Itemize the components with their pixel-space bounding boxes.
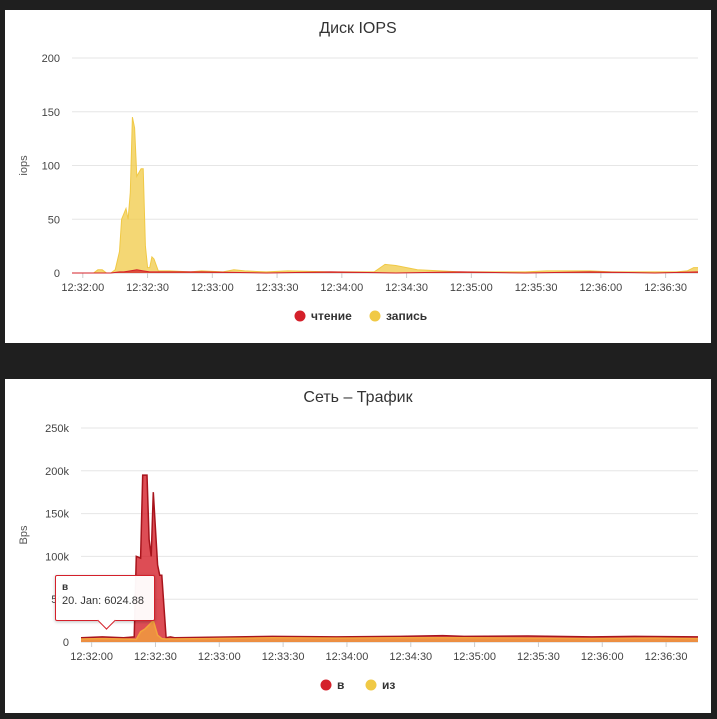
x-tick-label: 12:35:30 xyxy=(515,282,558,294)
x-tick-label: 12:32:30 xyxy=(126,282,169,294)
series-area-2 xyxy=(72,117,698,273)
x-tick-label: 12:33:00 xyxy=(191,282,234,294)
y-tick-label: 100k xyxy=(45,551,69,563)
series-line-2 xyxy=(72,117,698,273)
y-tick-label: 150 xyxy=(42,107,60,119)
data-tooltip: в 20. Jan: 6024.88 xyxy=(55,575,155,621)
x-tick-label: 12:33:00 xyxy=(198,651,241,663)
disk-iops-chart: Диск IOPS iops 0 50 100 150 200 12:32:00 12:32:3… xyxy=(5,10,711,343)
y-tick-label: 250k xyxy=(45,423,69,435)
network-traffic-panel: Сеть – ТрафикBps050k100k150k200k250k12:3… xyxy=(5,379,711,713)
x-tick-label: 12:36:00 xyxy=(579,282,622,294)
x-tick-label: 12:34:00 xyxy=(326,651,369,663)
legend-marker[interactable] xyxy=(295,311,306,322)
x-tick-label: 12:36:00 xyxy=(581,651,624,663)
x-tick-label: 12:35:30 xyxy=(517,651,560,663)
legend-item-label[interactable]: из xyxy=(382,678,395,692)
chart-title: Диск IOPS xyxy=(319,20,396,37)
tooltip-value: 20. Jan: 6024.88 xyxy=(62,594,148,609)
network-traffic-chart: Сеть – ТрафикBps050k100k150k200k250k12:3… xyxy=(5,379,711,713)
chart-title: Сеть – Трафик xyxy=(303,389,413,406)
x-tick-label: 12:33:30 xyxy=(256,282,299,294)
x-tick-label: 12:34:30 xyxy=(385,282,428,294)
legend-marker[interactable] xyxy=(366,680,377,691)
disk-iops-panel: Диск IOPS iops 0 50 100 150 200 12:32:00 12:32:3… xyxy=(5,10,711,343)
x-tick-label: 12:35:00 xyxy=(450,282,493,294)
y-tick-label: 150k xyxy=(45,509,69,521)
legend-item-label[interactable]: чтение xyxy=(311,309,352,323)
legend-marker[interactable] xyxy=(370,311,381,322)
x-tick-label: 12:32:00 xyxy=(70,651,113,663)
y-axis-label: iops xyxy=(18,155,30,176)
legend-item-label[interactable]: запись xyxy=(386,309,427,323)
y-tick-label: 100 xyxy=(42,161,60,173)
y-axis-label: Bps xyxy=(18,525,30,544)
y-tick-label: 200k xyxy=(45,466,69,478)
x-tick-label: 12:32:30 xyxy=(134,651,177,663)
y-tick-label: 50 xyxy=(48,214,60,226)
y-tick-label: 200 xyxy=(42,53,60,65)
y-tick-label: 0 xyxy=(63,637,69,649)
x-tick-label: 12:32:00 xyxy=(61,282,104,294)
legend-item-label[interactable]: в xyxy=(337,678,344,692)
x-tick-label: 12:36:30 xyxy=(645,651,688,663)
x-tick-label: 12:35:00 xyxy=(453,651,496,663)
x-tick-label: 12:33:30 xyxy=(262,651,305,663)
x-tick-label: 12:34:30 xyxy=(389,651,432,663)
tooltip-series-name: в xyxy=(62,582,148,594)
y-tick-label: 0 xyxy=(54,268,60,280)
x-tick-label: 12:34:00 xyxy=(320,282,363,294)
legend-marker[interactable] xyxy=(321,680,332,691)
x-tick-label: 12:36:30 xyxy=(644,282,687,294)
series-area-1 xyxy=(81,475,698,642)
